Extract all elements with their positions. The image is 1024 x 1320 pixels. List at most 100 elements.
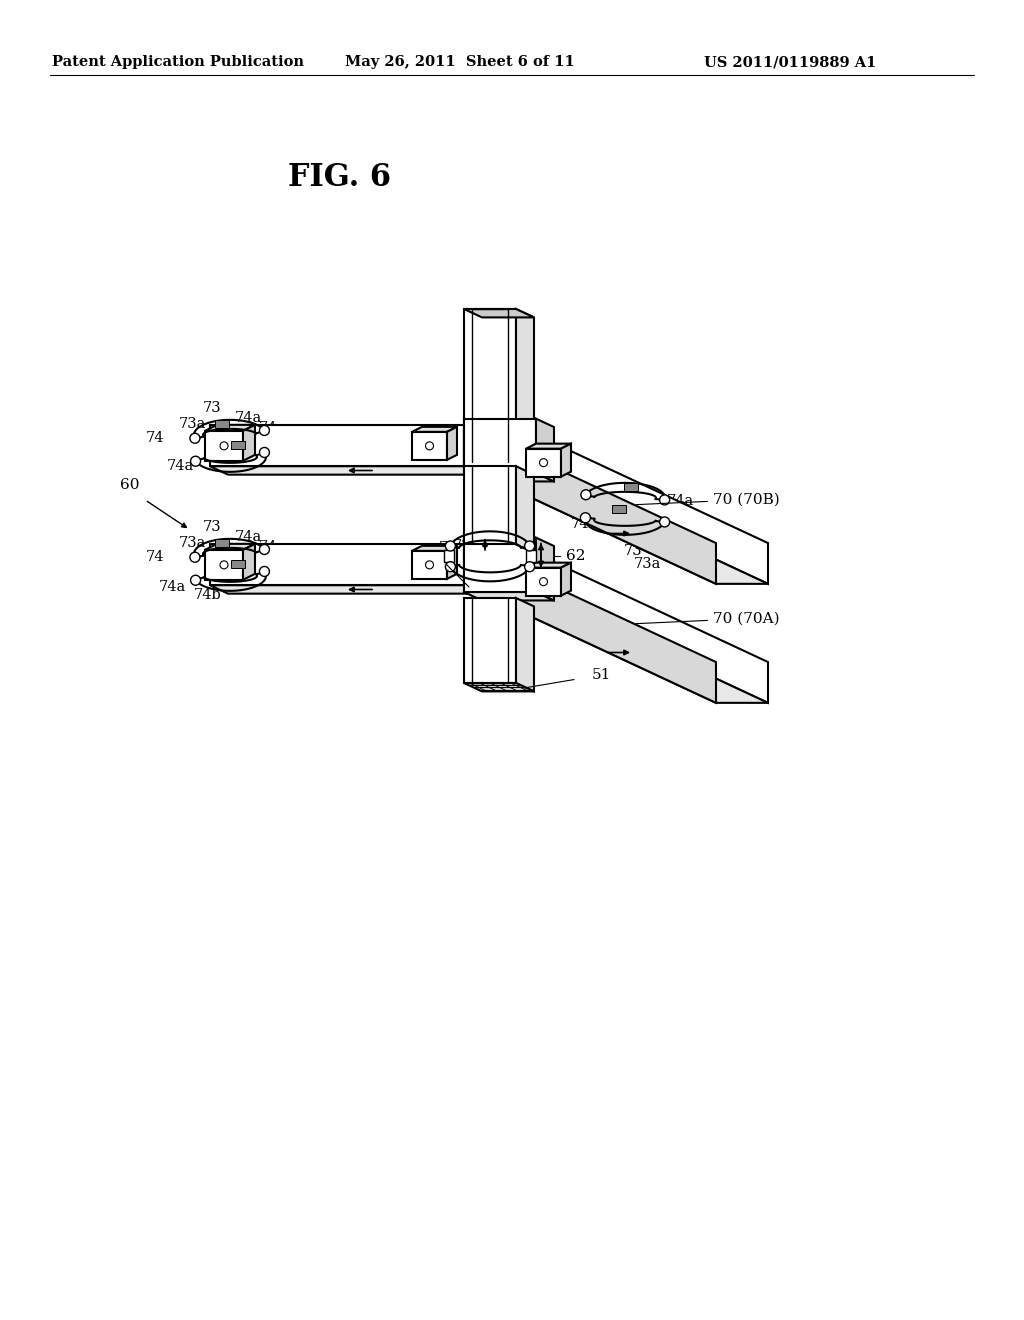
Circle shape <box>445 541 456 550</box>
Text: 73a: 73a <box>541 562 567 577</box>
Polygon shape <box>482 475 768 583</box>
Circle shape <box>524 562 535 572</box>
Text: 74: 74 <box>145 430 164 445</box>
Polygon shape <box>444 550 454 562</box>
Circle shape <box>259 566 269 577</box>
Text: 74: 74 <box>301 578 319 593</box>
Circle shape <box>189 552 200 562</box>
Text: 74b: 74b <box>221 454 249 467</box>
Text: 71: 71 <box>463 557 481 572</box>
Polygon shape <box>526 562 571 568</box>
Polygon shape <box>526 568 561 595</box>
Text: 74b: 74b <box>214 576 242 590</box>
Polygon shape <box>464 473 554 482</box>
Text: 62: 62 <box>566 549 586 562</box>
Circle shape <box>190 576 201 585</box>
Polygon shape <box>561 562 571 595</box>
Text: 74a: 74a <box>667 494 693 508</box>
Polygon shape <box>447 546 457 579</box>
Polygon shape <box>516 466 534 553</box>
Bar <box>611 504 626 512</box>
Circle shape <box>426 442 433 450</box>
Bar <box>215 540 228 548</box>
Text: 73: 73 <box>203 520 221 533</box>
Text: 74a: 74a <box>166 459 194 473</box>
Circle shape <box>259 544 269 554</box>
Polygon shape <box>210 585 482 594</box>
Circle shape <box>189 433 200 444</box>
Text: May 26, 2011  Sheet 6 of 11: May 26, 2011 Sheet 6 of 11 <box>345 55 574 69</box>
Polygon shape <box>205 425 255 430</box>
Text: 74a: 74a <box>524 554 552 569</box>
Polygon shape <box>243 544 255 579</box>
Text: 51: 51 <box>591 668 610 682</box>
Polygon shape <box>464 466 516 544</box>
Polygon shape <box>464 418 536 473</box>
Circle shape <box>540 458 548 467</box>
Polygon shape <box>205 544 255 550</box>
Text: 74: 74 <box>570 517 589 531</box>
Polygon shape <box>412 432 447 459</box>
Circle shape <box>445 562 456 572</box>
Polygon shape <box>243 425 255 461</box>
Polygon shape <box>464 598 516 682</box>
Text: 72: 72 <box>453 540 471 553</box>
Polygon shape <box>561 444 571 477</box>
Text: Patent Application Publication: Patent Application Publication <box>52 55 304 69</box>
Polygon shape <box>205 430 243 461</box>
Circle shape <box>540 578 548 586</box>
Bar <box>231 441 246 450</box>
Circle shape <box>220 561 228 569</box>
Polygon shape <box>412 426 457 432</box>
Polygon shape <box>526 449 561 477</box>
Polygon shape <box>464 537 536 593</box>
Text: 74: 74 <box>509 532 527 545</box>
Polygon shape <box>412 546 457 550</box>
Text: 74: 74 <box>145 550 164 564</box>
Polygon shape <box>464 593 554 601</box>
Circle shape <box>581 490 591 500</box>
Polygon shape <box>516 309 534 470</box>
Circle shape <box>259 447 269 458</box>
Circle shape <box>659 495 670 506</box>
Text: 74b: 74b <box>195 587 222 602</box>
Text: 73a: 73a <box>541 444 567 458</box>
Text: US 2011/0119889 A1: US 2011/0119889 A1 <box>703 55 877 69</box>
Text: 74: 74 <box>259 540 278 554</box>
Text: 74a: 74a <box>234 411 261 425</box>
Bar <box>625 483 638 491</box>
Text: 73: 73 <box>624 544 642 558</box>
Text: 75: 75 <box>604 639 623 653</box>
Polygon shape <box>516 598 534 692</box>
Polygon shape <box>536 537 554 601</box>
Text: 74a: 74a <box>234 529 261 544</box>
Bar <box>231 561 246 569</box>
Text: 74a: 74a <box>251 566 279 581</box>
Text: 75: 75 <box>349 582 368 595</box>
Polygon shape <box>482 553 716 702</box>
Text: 74a: 74a <box>159 579 185 594</box>
Text: 70 (70B): 70 (70B) <box>713 492 779 507</box>
Text: 73: 73 <box>203 401 221 414</box>
Text: 73a: 73a <box>178 536 206 550</box>
Text: FIG. 6: FIG. 6 <box>289 162 391 194</box>
Polygon shape <box>482 594 768 702</box>
Circle shape <box>659 517 670 527</box>
Text: 61: 61 <box>424 545 443 560</box>
Text: 73a: 73a <box>633 557 660 570</box>
Text: 70 (70A): 70 (70A) <box>713 611 779 626</box>
Polygon shape <box>464 544 482 594</box>
Bar <box>215 420 228 428</box>
Text: 60: 60 <box>120 478 139 492</box>
Polygon shape <box>526 444 571 449</box>
Circle shape <box>220 442 228 450</box>
Polygon shape <box>536 418 554 482</box>
Circle shape <box>259 425 269 436</box>
Polygon shape <box>482 434 716 583</box>
Polygon shape <box>526 550 536 562</box>
Text: 73a: 73a <box>178 417 206 430</box>
Polygon shape <box>464 309 534 317</box>
Circle shape <box>190 457 201 466</box>
Circle shape <box>581 512 591 523</box>
Polygon shape <box>464 682 534 692</box>
